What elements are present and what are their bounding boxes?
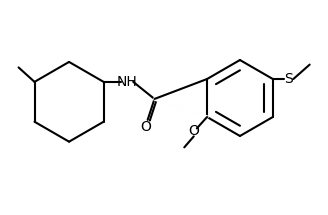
Text: O: O [140, 120, 151, 134]
Text: S: S [284, 72, 293, 86]
Text: NH: NH [117, 75, 137, 89]
Text: methoxy: methoxy [180, 151, 187, 153]
Text: O: O [188, 124, 199, 138]
